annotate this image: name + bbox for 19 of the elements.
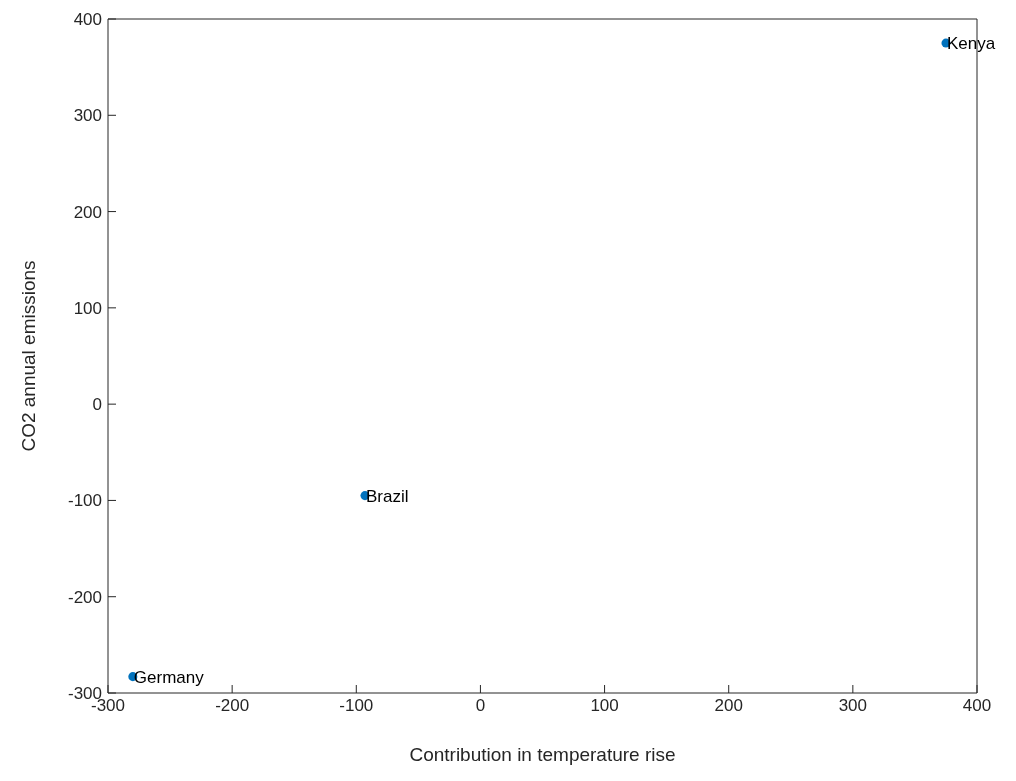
y-tick-label: 100: [73, 298, 102, 318]
x-tick-label: 0: [475, 696, 486, 716]
y-tick-label: -100: [67, 491, 102, 511]
x-tick-label: 200: [714, 696, 743, 716]
x-axis-title: Contribution in temperature rise: [409, 744, 676, 765]
x-tick-label: 100: [590, 696, 619, 716]
y-tick-label: -200: [67, 587, 102, 607]
annotation: Brazil: [365, 486, 409, 506]
annotation: Kenya: [946, 34, 996, 54]
y-tick-label: 400: [73, 10, 102, 30]
y-tick-label: 0: [92, 395, 102, 415]
y-axis-title: CO2 annual emissions: [17, 260, 39, 452]
x-tick-label: 400: [962, 696, 992, 716]
x-tick-label: -100: [339, 696, 374, 716]
x-tick-label: 300: [838, 696, 868, 716]
y-tick-label: 300: [73, 106, 102, 126]
y-tick-label: 200: [73, 202, 102, 222]
annotation: Germany: [133, 667, 205, 687]
x-tick-label: -200: [215, 696, 250, 716]
